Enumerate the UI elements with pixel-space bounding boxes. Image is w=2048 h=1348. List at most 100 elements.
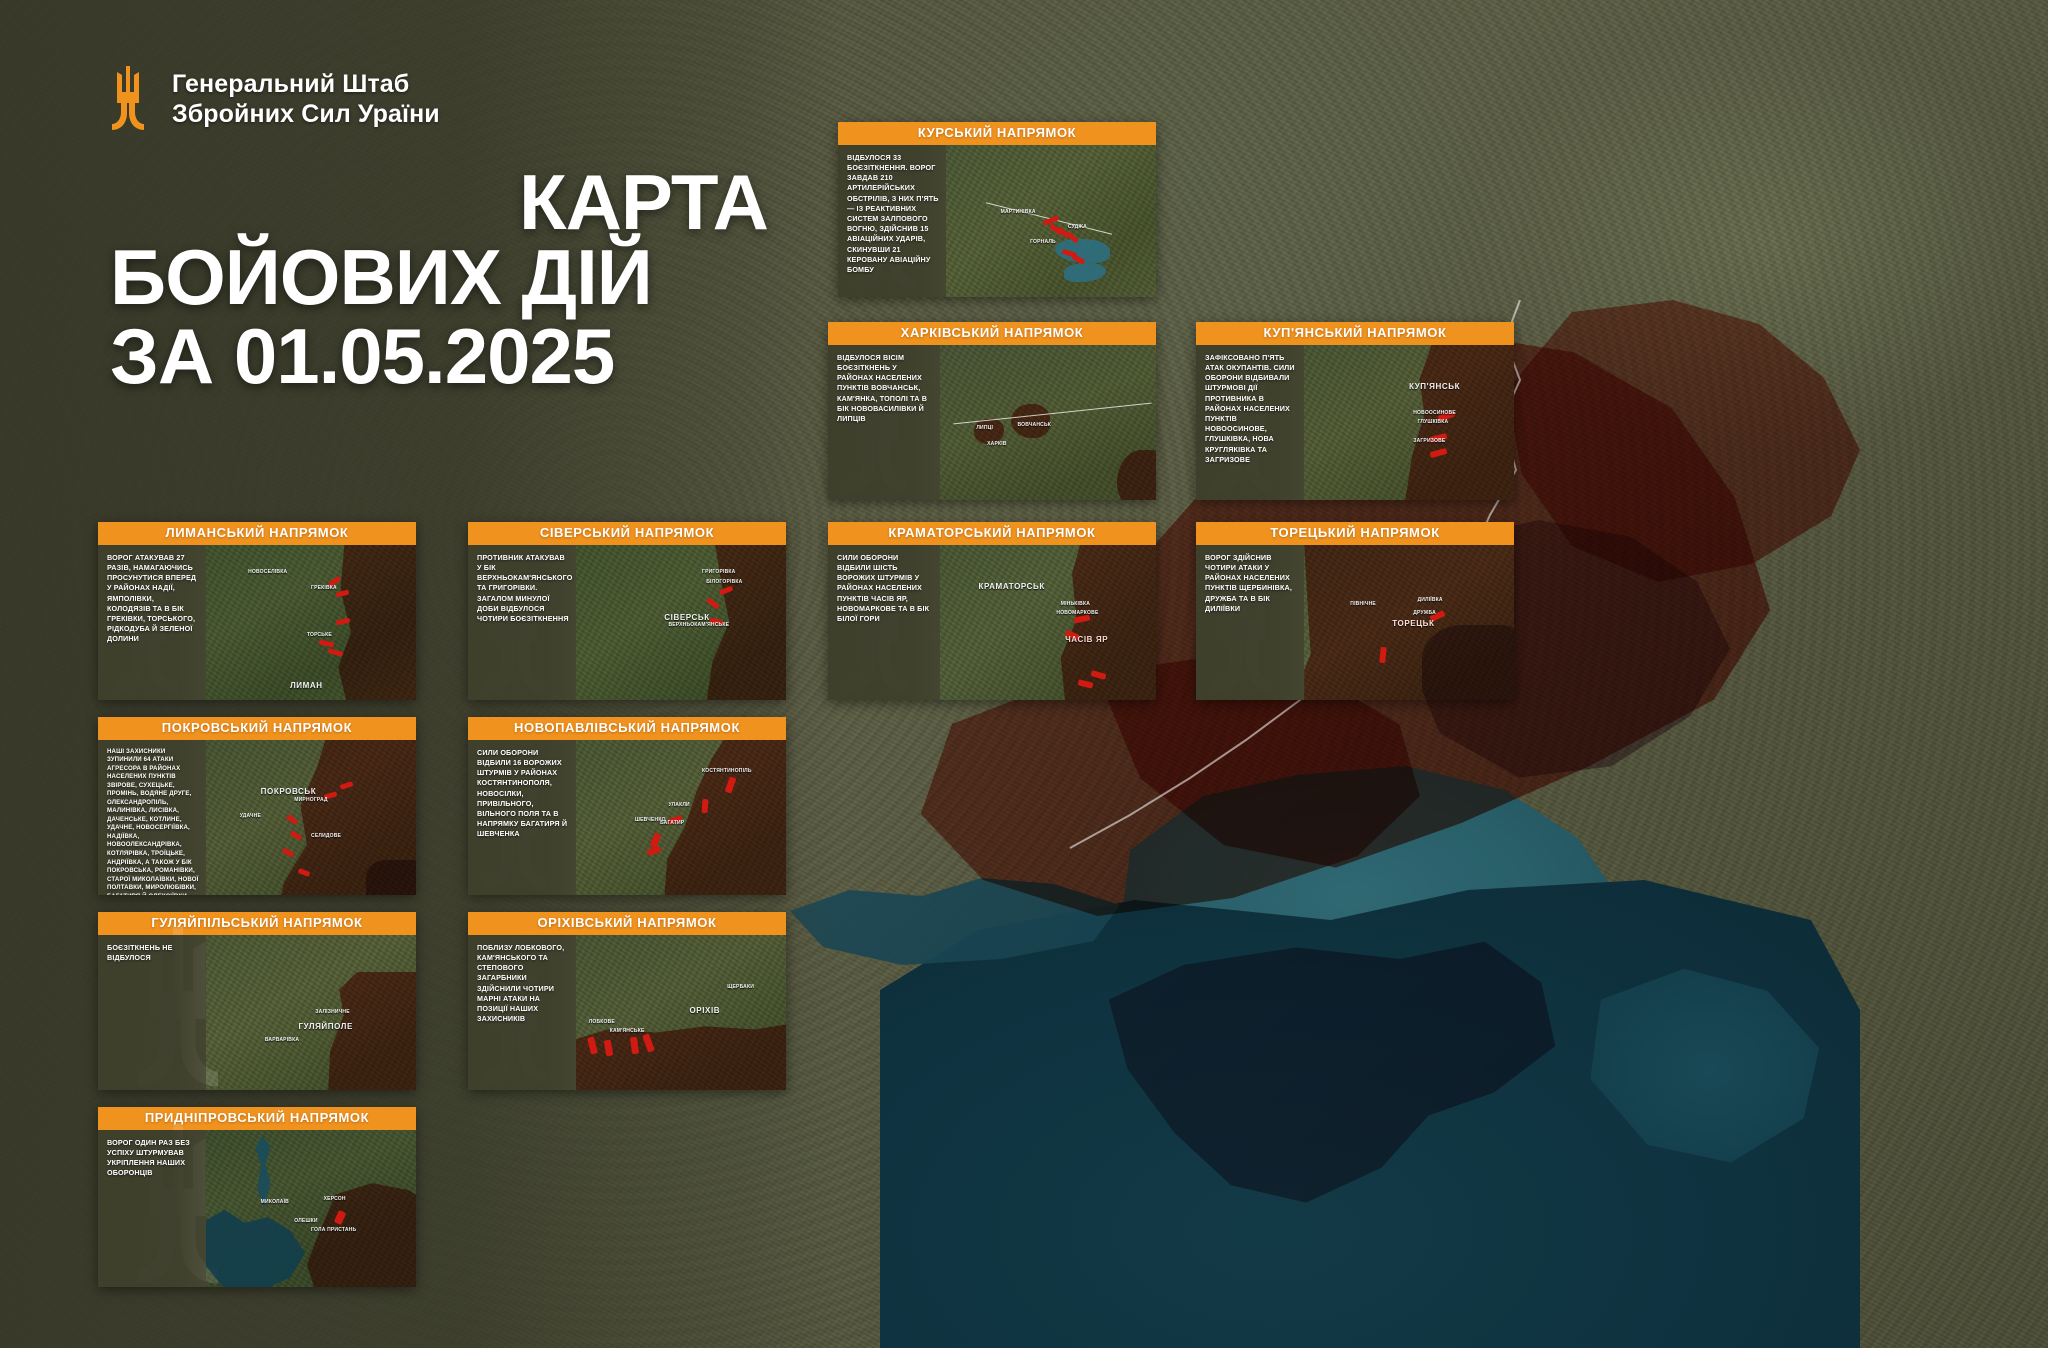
panel-novopavlivka[interactable]: НОВОПАВЛІВСЬКИЙ НАПРЯМОК СИЛИ ОБОРОНИ ВІ… [468,717,786,895]
panel-kramatorsk[interactable]: КРАМАТОРСЬКИЙ НАПРЯМОК СИЛИ ОБОРОНИ ВІДБ… [828,522,1156,700]
panel-kursk[interactable]: КУРСЬКИЙ НАПРЯМОК ВІДБУЛОСЯ 33 БОЄЗІТКНЕ… [838,122,1156,297]
mini-label: ВОВЧАНСЬК [1017,422,1052,429]
panel-kharkiv[interactable]: ХАРКІВСЬКИЙ НАПРЯМОК ВІДБУЛОСЯ ВІСІМ БОЄ… [828,322,1156,500]
panel-title-kursk: КУРСЬКИЙ НАПРЯМОК [838,122,1156,145]
mini-label: СІВЕРСЬК [664,612,710,622]
mini-label: ХАРКІВ [987,440,1007,447]
panel-body-kharkiv: ВІДБУЛОСЯ ВІСІМ БОЄЗІТКНЕНЬ У РАЙОНАХ НА… [828,344,1156,500]
brand-line-1: Генеральний Штаб [172,69,410,98]
mini-label: ЗАГРИЗОВЕ [1413,437,1446,444]
mini-label: КРАМАТОРСЬК [978,581,1045,591]
panel-text-kupiansk: ЗАФІКСОВАНО П'ЯТЬ АТАК ОКУПАНТІВ. СИЛИ О… [1196,344,1305,500]
panel-title-toretsk: ТОРЕЦЬКИЙ НАПРЯМОК [1196,522,1514,545]
panel-text-pokrovsk: НАШІ ЗАХИСНИКИ ЗУПИНИЛИ 64 АТАКИ АГРЕСОР… [98,739,207,895]
mini-label: ЩЕРБАКИ [727,984,755,991]
mini-label: ЛОБКОВЕ [588,1018,615,1025]
panel-title-siversk: СІВЕРСЬКИЙ НАПРЯМОК [468,522,786,545]
sea-of-azov [1120,766,1620,1048]
mini-label: МАРТИНІВКА [1000,208,1036,215]
panel-map-orikhiv[interactable]: ОРІХІВ ЛОБКОВЕ КАМ'ЯНСЬКЕ ЩЕРБАКИ [576,934,786,1090]
panel-body-novopavlivka: СИЛИ ОБОРОНИ ВІДБИЛИ 16 ВОРОЖИХ ШТУРМІВ … [468,739,786,895]
panel-title-kharkiv: ХАРКІВСЬКИЙ НАПРЯМОК [828,322,1156,345]
mini-label: СУДЖА [1067,223,1087,230]
panel-text-huliaipole: БОЄЗІТКНЕНЬ НЕ ВІДБУЛОСЯ [98,934,207,1090]
mini-label: МІНЬКІВКА [1060,600,1091,607]
mini-label: ГЛУШКІВКА [1417,419,1449,426]
panel-body-kursk: ВІДБУЛОСЯ 33 БОЄЗІТКНЕННЯ. ВОРОГ ЗАВДАВ … [838,144,1156,297]
mini-label: ВЕРХНЬОКАМ'ЯНСЬКЕ [668,622,730,629]
panel-pokrovsk[interactable]: ПОКРОВСЬКИЙ НАПРЯМОК НАШІ ЗАХИСНИКИ ЗУПИ… [98,717,416,895]
mini-label: ЛИМАН [290,681,323,691]
black-sea [880,880,1860,1348]
panel-siversk[interactable]: СІВЕРСЬКИЙ НАПРЯМОК ПРОТИВНИК АТАКУВАВ У… [468,522,786,700]
mini-label: ТОРСЬКЕ [306,631,332,638]
panel-text-siversk: ПРОТИВНИК АТАКУВАВ У БІК ВЕРХНЬОКАМ'ЯНСЬ… [468,544,577,700]
panel-text-kramatorsk: СИЛИ ОБОРОНИ ВІДБИЛИ ШІСТЬ ВОРОЖИХ ШТУРМ… [828,544,940,700]
mini-label: ДИЛІЇВКА [1417,597,1443,604]
panel-body-kupiansk: ЗАФІКСОВАНО П'ЯТЬ АТАК ОКУПАНТІВ. СИЛИ О… [1196,344,1514,500]
panel-huliaipole[interactable]: ГУЛЯЙПІЛЬСЬКИЙ НАПРЯМОК БОЄЗІТКНЕНЬ НЕ В… [98,912,416,1090]
mini-label: ЛИПЦІ [976,425,994,432]
panel-title-kupiansk: КУП'ЯНСЬКИЙ НАПРЯМОК [1196,322,1514,345]
panel-map-huliaipole[interactable]: ГУЛЯЙПОЛЕ ЗАЛІЗНИЧНЕ ВАРВАРІВКА [206,934,416,1090]
mini-label: ТОРЕЦЬК [1392,619,1435,629]
panel-title-lyman: ЛИМАНСЬКИЙ НАПРЯМОК [98,522,416,545]
mini-label: МИРНОГРАД [294,796,328,803]
panel-map-siversk[interactable]: СІВЕРСЬК ВЕРХНЬОКАМ'ЯНСЬКЕ ГРИГОРІВКА БІ… [576,544,786,700]
mini-label: ЧАСІВ ЯР [1065,634,1109,644]
panel-map-lyman[interactable]: ЛИМАН НОВОСЕЛІВКА ГРЕКІВКА ТОРСЬКЕ [206,544,416,700]
mini-label: МИКОЛАЇВ [260,1198,289,1205]
mini-label: ДРУЖБА [1413,609,1436,616]
title-line-2: БОЙОВИХ ДІЙ [110,232,653,321]
mini-label: ЗАЛІЗНИЧНЕ [315,1009,350,1016]
mini-label: ГОЛА ПРИСТАНЬ [311,1227,357,1234]
panel-map-kursk[interactable]: СУДЖА МАРТИНІВКА ГОРНАЛЬ [946,144,1156,297]
panel-text-kursk: ВІДБУЛОСЯ 33 БОЄЗІТКНЕННЯ. ВОРОГ ЗАВДАВ … [838,144,947,297]
panel-toretsk[interactable]: ТОРЕЦЬКИЙ НАПРЯМОК ВОРОГ ЗДІЙСНИВ ЧОТИРИ… [1196,522,1514,700]
panel-title-kramatorsk: КРАМАТОРСЬКИЙ НАПРЯМОК [828,522,1156,545]
panel-title-orikhiv: ОРІХІВСЬКИЙ НАПРЯМОК [468,912,786,935]
mini-label: КАМ'ЯНСЬКЕ [609,1027,645,1034]
panel-map-kramatorsk[interactable]: КРАМАТОРСЬК ЧАСІВ ЯР НОВОМАРКОВЕ МІНЬКІВ… [939,544,1156,700]
panel-kupiansk[interactable]: КУП'ЯНСЬКИЙ НАПРЯМОК ЗАФІКСОВАНО П'ЯТЬ А… [1196,322,1514,500]
kerch-strait [1590,968,1820,1163]
mini-label: БАГАТИР [660,820,685,827]
mini-label: НОВОМАРКОВЕ [1056,609,1099,616]
panel-title-pokrovsk: ПОКРОВСЬКИЙ НАПРЯМОК [98,717,416,740]
panel-map-toretsk[interactable]: ТОРЕЦЬК ДРУЖБА ДИЛІЇВКА ПІВНІЧНЕ [1304,544,1514,700]
panel-orikhiv[interactable]: ОРІХІВСЬКИЙ НАПРЯМОК ПОБЛИЗУ ЛОБКОВОГО, … [468,912,786,1090]
panel-prydniprovskyi[interactable]: ПРИДНІПРОВСЬКИЙ НАПРЯМОК ВОРОГ ОДИН РАЗ … [98,1107,416,1287]
title-line-3: ЗА 01.05.2025 [110,311,615,400]
mini-label: СЕЛИДОВЕ [311,833,342,840]
mini-label: УДАЧНЕ [239,813,261,820]
mini-label: ОЛЕШКИ [294,1217,318,1224]
brand-header: Генеральний Штаб Збройних Сил Ураїни [106,66,440,132]
mini-label: ГУЛЯЙПОЛЕ [298,1021,353,1031]
panel-map-novopavlivka[interactable]: ШЕВЧЕНКО БАГАТИР КОСТЯНТИНОПІЛЬ УЛАКЛИ [576,739,786,895]
panel-body-huliaipole: БОЄЗІТКНЕНЬ НЕ ВІДБУЛОСЯ ГУЛЯЙПОЛЕ ЗАЛІЗ… [98,926,416,1090]
panel-map-prydniprovskyi[interactable]: ХЕРСОН ОЛЕШКИ ГОЛА ПРИСТАНЬ МИКОЛАЇВ [206,1129,416,1287]
panel-text-toretsk: ВОРОГ ЗДІЙСНИВ ЧОТИРИ АТАКИ У РАЙОНАХ НА… [1196,544,1305,700]
mini-label: ОРІХІВ [689,1006,721,1016]
panel-title-huliaipole: ГУЛЯЙПІЛЬСЬКИЙ НАПРЯМОК [98,912,416,935]
panel-text-novopavlivka: СИЛИ ОБОРОНИ ВІДБИЛИ 16 ВОРОЖИХ ШТУРМІВ … [468,739,577,895]
crimea-occupied [1108,941,1556,1203]
title-line-1: КАРТА [519,158,769,246]
panel-body-prydniprovskyi: ВОРОГ ОДИН РАЗ БЕЗ УСПІХУ ШТУРМУВАВ УКРІ… [98,1123,416,1287]
panel-text-lyman: ВОРОГ АТАКУВАВ 27 РАЗІВ, НАМАГАЮЧИСЬ ПРО… [98,544,207,700]
panel-body-pokrovsk: НАШІ ЗАХИСНИКИ ЗУПИНИЛИ 64 АТАКИ АГРЕСОР… [98,739,416,895]
panel-map-pokrovsk[interactable]: ПОКРОВСЬК МИРНОГРАД УДАЧНЕ СЕЛИДОВЕ [206,739,416,895]
panel-body-lyman: ВОРОГ АТАКУВАВ 27 РАЗІВ, НАМАГАЮЧИСЬ ПРО… [98,544,416,700]
brand-line-2: Збройних Сил Ураїни [172,100,440,128]
panel-map-kupiansk[interactable]: КУП'ЯНСЬК НОВООСИНОВЕ ГЛУШКІВКА ЗАГРИЗОВ… [1304,344,1514,500]
panel-body-toretsk: ВОРОГ ЗДІЙСНИВ ЧОТИРИ АТАКИ У РАЙОНАХ НА… [1196,544,1514,700]
mini-label: БІЛОГОРІВКА [706,578,743,585]
panel-map-kharkiv[interactable]: ВОВЧАНСЬК ЛИПЦІ ХАРКІВ [939,344,1156,500]
panel-text-orikhiv: ПОБЛИЗУ ЛОБКОВОГО, КАМ'ЯНСЬКОГО ТА СТЕПО… [468,934,577,1090]
panel-title-prydniprovskyi: ПРИДНІПРОВСЬКИЙ НАПРЯМОК [98,1107,416,1130]
mini-label: ШЕВЧЕНКО [634,817,666,824]
mini-label: НОВОСЕЛІВКА [248,569,288,576]
panel-text-prydniprovskyi: ВОРОГ ОДИН РАЗ БЕЗ УСПІХУ ШТУРМУВАВ УКРІ… [98,1129,207,1287]
mini-label: ХЕРСОН [323,1195,346,1202]
panel-lyman[interactable]: ЛИМАНСЬКИЙ НАПРЯМОК ВОРОГ АТАКУВАВ 27 РА… [98,522,416,700]
